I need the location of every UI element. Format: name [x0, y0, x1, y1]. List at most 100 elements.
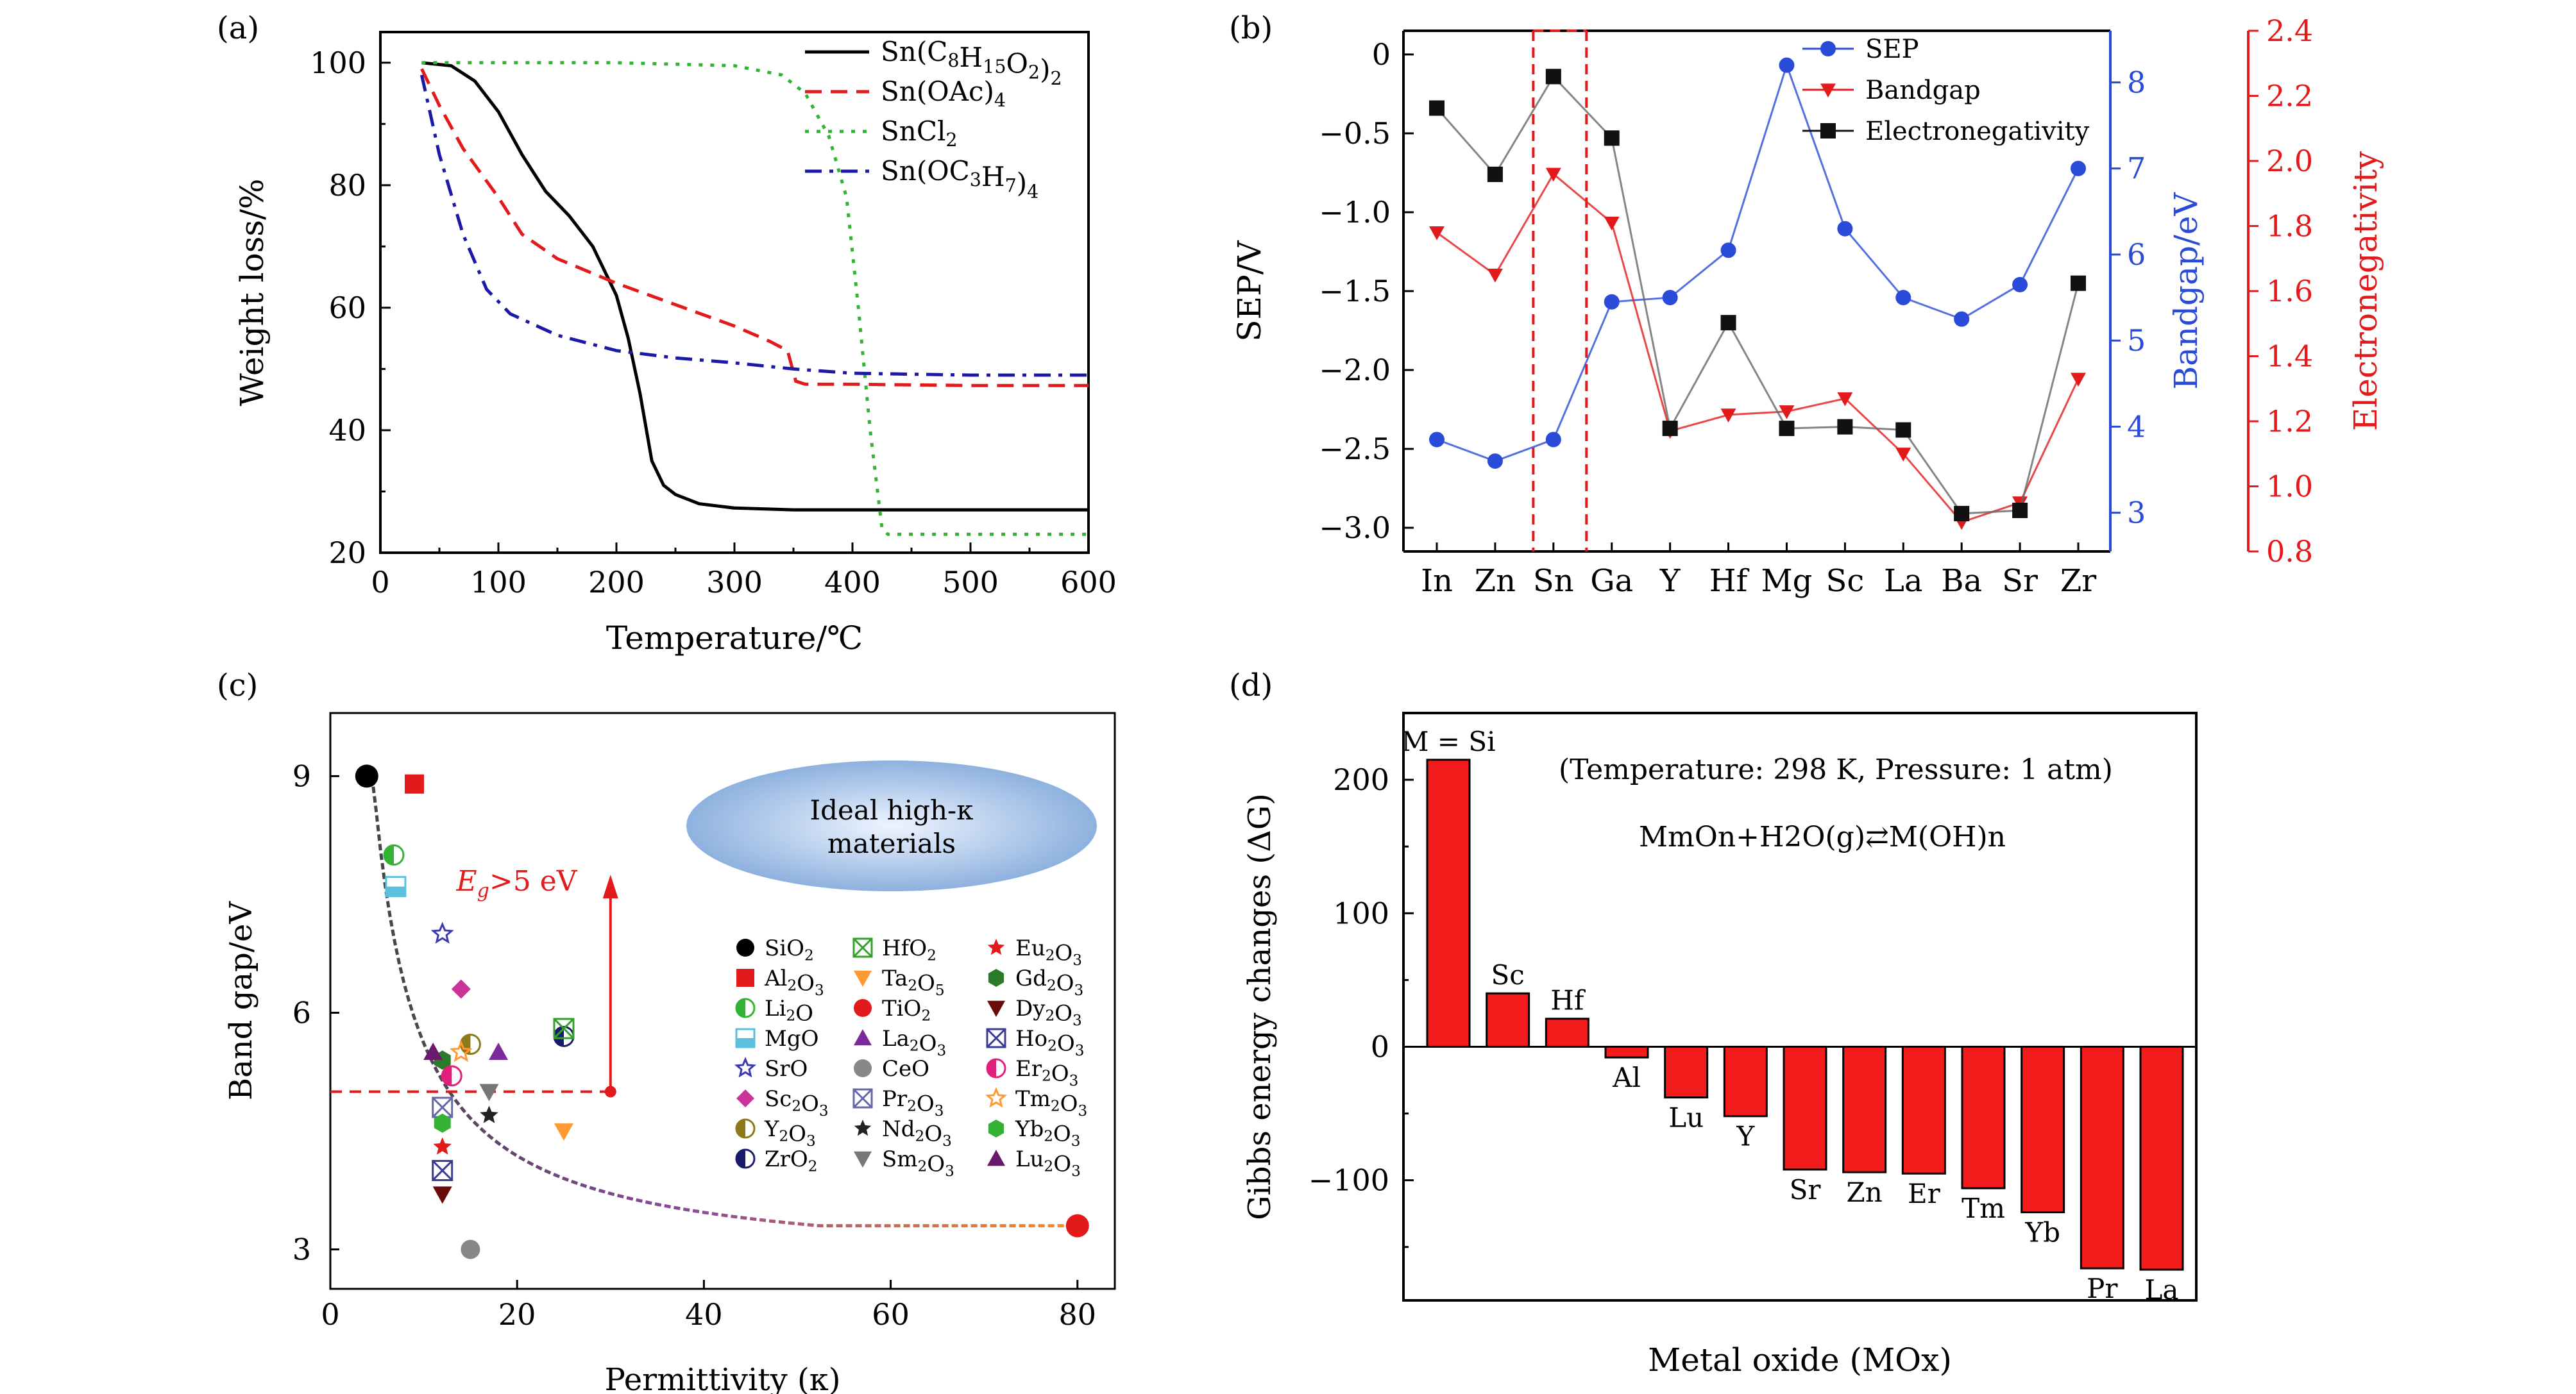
- data-point: [441, 1065, 462, 1087]
- y-tick-label: −2.0: [1319, 353, 1391, 387]
- x-tick-label: 60: [872, 1297, 910, 1332]
- marker-circle: [1065, 1214, 1089, 1238]
- panel-label: (c): [217, 668, 258, 703]
- legend-marker: [854, 1059, 872, 1077]
- bandgap-axis-title: Bandgap/eV: [2167, 192, 2205, 390]
- data-point: [480, 1105, 498, 1123]
- marker-star: [987, 939, 1005, 955]
- marker-circle: [1487, 453, 1503, 469]
- y-tick-label: 3: [292, 1232, 311, 1266]
- x-tick-label: Sc: [1826, 563, 1864, 599]
- plot-frame: [329, 712, 1116, 1290]
- ellipse-label: Ideal high-κ: [809, 794, 973, 826]
- legend-label: Sn(OAc)4: [881, 76, 1006, 111]
- x-tick-label: Ba: [1941, 563, 1982, 599]
- marker-triangle-down: [432, 1186, 452, 1204]
- marker-square: [2012, 503, 2028, 519]
- ideal-region-ellipse: [686, 760, 1097, 891]
- bar: [2021, 1045, 2065, 1214]
- legend-marker: [736, 969, 754, 987]
- reaction-annotation: MmOn+H2O(g)⇄M(OH)n: [1639, 821, 2006, 853]
- marker-xbox-x: [852, 937, 873, 958]
- data-point: [2071, 373, 2086, 387]
- marker-circle: [1779, 57, 1795, 73]
- legend-marker: [988, 1120, 1004, 1138]
- marker-square: [2071, 275, 2086, 291]
- marker-halfcircle-fill: [384, 845, 394, 865]
- data-point: [489, 1042, 509, 1060]
- data-point: [1779, 57, 1795, 73]
- data-point: [1895, 448, 1911, 462]
- bar-label: Sc: [1491, 959, 1525, 991]
- marker-diamond: [451, 979, 471, 999]
- panel-label: (a): [217, 10, 259, 46]
- data-point: [2071, 275, 2086, 291]
- legend-label: Eu2O3: [1015, 936, 1082, 969]
- legend-label: Sn(C8H15O2)2: [881, 36, 1062, 89]
- legend-marker: [854, 1151, 872, 1168]
- x-tick-label: 40: [685, 1297, 723, 1332]
- x-tick-label: 100: [470, 565, 527, 600]
- legend-label: Tm2O3: [1015, 1086, 1087, 1120]
- data-point: [459, 1034, 481, 1055]
- y-tick-label: −0.5: [1319, 116, 1391, 151]
- data-point: [430, 921, 454, 944]
- marker-triangle-down: [987, 1000, 1005, 1017]
- marker-square: [1487, 166, 1503, 182]
- data-point: [1895, 290, 1911, 306]
- legend-label: SEP: [1865, 35, 1919, 64]
- legend-label: Bandgap: [1865, 76, 1981, 105]
- legend-label: Li2O: [765, 996, 813, 1026]
- x-tick-label: Sn: [1533, 563, 1574, 599]
- marker-triangle-down: [1604, 216, 1620, 231]
- legend-label: Gd2O3: [1015, 966, 1083, 999]
- data-point: [434, 1113, 451, 1133]
- series-line: [421, 61, 1089, 536]
- y-tick-label: 100: [310, 46, 366, 80]
- marker-triangle-down: [1429, 226, 1445, 240]
- marker-square: [1429, 100, 1445, 116]
- x-tick-label: Ga: [1590, 563, 1633, 599]
- marker-square: [1820, 123, 1836, 139]
- legend-label: Nd2O3: [882, 1116, 952, 1150]
- marker-triangle-down: [854, 1151, 872, 1168]
- y-tick-label: 200: [1333, 762, 1389, 797]
- plot-frame: [379, 31, 1090, 554]
- legend-marker: [986, 1058, 1006, 1079]
- data-point: [1065, 1214, 1089, 1238]
- bar-label: Er: [1908, 1178, 1941, 1209]
- marker-hexagon: [988, 1120, 1004, 1138]
- marker-hexagon: [434, 1113, 451, 1133]
- marker-circle: [1604, 294, 1620, 310]
- marker-circle: [1954, 311, 1970, 327]
- legend-label: Lu2O3: [1015, 1146, 1081, 1180]
- y-axis-title: Weight loss/%: [233, 179, 271, 407]
- y-tick-label: 100: [1333, 896, 1389, 930]
- bar: [1604, 1045, 1649, 1059]
- x-tick-label: Y: [1659, 563, 1681, 599]
- x-tick-label: Sr: [2002, 563, 2038, 599]
- threshold-annotation: Eg>5 eV: [456, 865, 578, 902]
- legend-marker: [1820, 83, 1836, 97]
- marker-xbox-x: [432, 1160, 453, 1181]
- legend-marker: [985, 1087, 1008, 1108]
- legend-label: Al2O3: [764, 966, 824, 999]
- marker-star-outline: [449, 1040, 473, 1062]
- data-point: [553, 1018, 575, 1039]
- marker-triangle-down: [1820, 83, 1836, 97]
- panel-a: 0 100 200 300 400 500 600 20 40 60 80 100 Temperatur…: [233, 31, 1117, 657]
- bar: [1842, 1045, 1887, 1173]
- marker-triangle-down: [1487, 269, 1503, 283]
- bar: [2139, 1045, 2184, 1271]
- y-tick-label: 80: [328, 168, 366, 203]
- bar-label: Zn: [1847, 1177, 1883, 1208]
- data-point: [433, 1137, 452, 1155]
- legend-marker: [735, 1148, 756, 1169]
- y-tick-label: 0: [1371, 1029, 1389, 1064]
- marker-circle: [1662, 290, 1678, 306]
- data-point: [385, 876, 407, 898]
- marker-xbox-x: [986, 1028, 1006, 1048]
- arrow-head: [602, 875, 618, 899]
- y-tick-label: −1.5: [1319, 274, 1391, 308]
- marker-circle: [1837, 221, 1853, 237]
